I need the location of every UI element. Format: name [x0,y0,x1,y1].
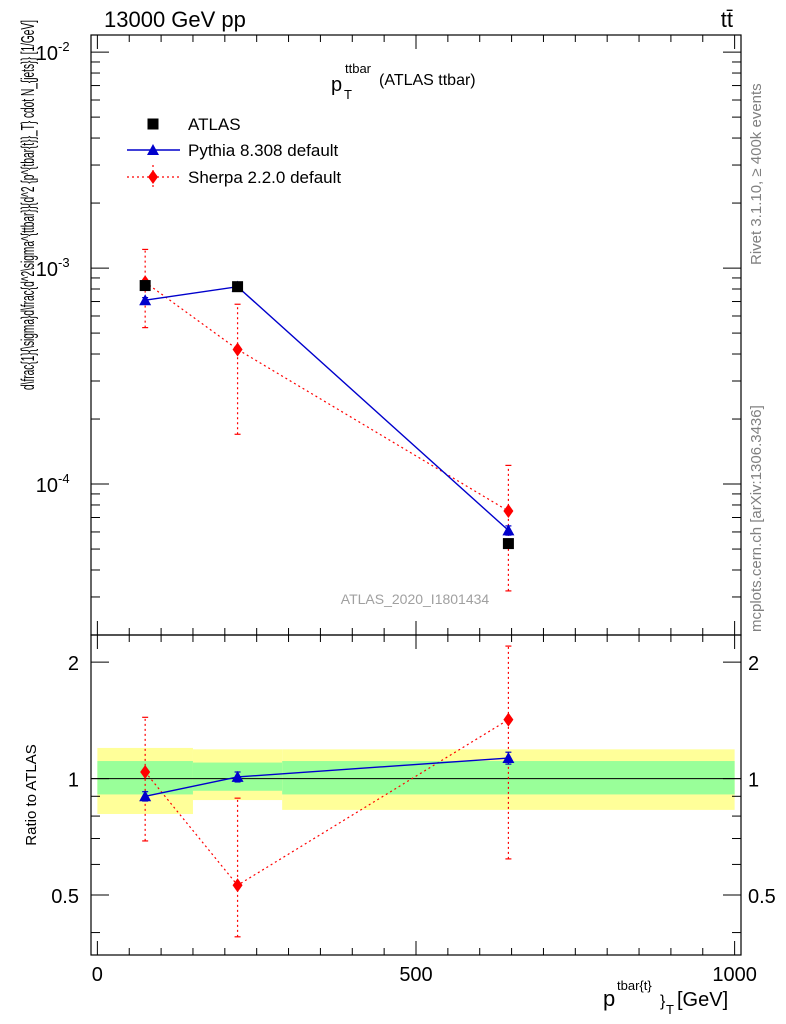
y-tick-base: 10 [36,475,58,497]
x-tick-label: 0 [92,964,103,986]
ratio-y-tick-label: 1 [68,770,79,792]
y-tick-exponent: -3 [58,255,70,270]
y-tick-base: 10 [36,43,58,65]
y-axis-label: d\frac{1}{\sigma}d\frac{d^2\sigma^{ttbar… [18,20,39,390]
pythia-ratio-point [502,752,515,764]
rivet-label: Rivet 3.1.10, ≥ 400k events [748,83,765,265]
legend-label: ATLAS [188,115,241,134]
pythia-point [502,524,515,536]
atlas-point [232,281,244,293]
x-tick-label: 500 [399,964,432,986]
sherpa-ratio-point [140,764,151,779]
y-tick-label: 10 -2 [36,39,70,65]
y-tick-label: 10 -4 [36,471,70,497]
legend-atlas-marker [147,118,159,130]
ratio-y-tick-label-right: 0.5 [748,886,776,908]
sherpa-ratio-point [503,712,514,727]
atlas-point [139,280,151,292]
x-label-tail: [GeV] [677,989,728,1011]
energy-label: 13000 GeV pp [104,7,246,32]
ratio-y-tick-label: 2 [68,653,79,675]
x-axis-label: p tbar{t} } T [GeV] [603,978,728,1017]
ratio-y-tick-label: 0.5 [51,886,79,908]
legend-sherpa-marker [148,170,158,184]
data-series [139,248,515,938]
x-label-sup: tbar{t} [617,978,652,993]
ratio-y-tick-label-right: 2 [748,653,759,675]
title-sub: T [344,87,352,102]
legend: ATLAS Pythia 8.308 default Sherpa 2.2.0 de… [127,115,341,189]
analysis-id: ATLAS_2020_I1801434 [341,591,490,607]
title-main: p [331,74,342,96]
ratio-pythia [139,751,515,802]
x-tick-label: 1000 [712,964,757,986]
y-tick-exponent: -4 [58,471,70,486]
y-tick-label: 10 -3 [36,255,70,281]
sherpa-point [503,504,514,519]
process-label: tt̄ [721,7,733,32]
sherpa-point [232,342,243,357]
plot-title: p ttbar T (ATLAS ttbar) [331,61,476,102]
title-sup: ttbar [345,61,372,76]
pythia-ratio-point [139,790,152,802]
ratio-y-tick-label-right: 1 [748,770,759,792]
y-tick-base: 10 [36,259,58,281]
x-label-mid: } [660,993,666,1010]
legend-label: Pythia 8.308 default [188,141,339,160]
series-pythia [139,280,515,536]
pythia-line [145,285,509,531]
legend-pythia-marker [147,144,159,155]
legend-label: Sherpa 2.2.0 default [188,168,341,187]
x-label-sub: T [666,1002,674,1017]
series-atlas [139,280,514,550]
sherpa-ratio-point [232,878,243,893]
ratio-y-axis-label: Ratio to ATLAS [23,744,40,845]
mcplots-label: mcplots.cern.ch [arXiv:1306.3436] [748,405,765,632]
atlas-point [502,538,514,550]
series-sherpa [140,248,514,592]
y-tick-exponent: -2 [58,39,70,54]
pythia-ratio-point [231,770,244,782]
sherpa-line [144,281,509,512]
pythia-point [139,294,152,306]
ratio-sherpa [140,645,514,938]
x-label-main: p [603,986,615,1011]
title-tail: (ATLAS ttbar) [379,72,476,89]
ratio-bands [91,747,741,814]
